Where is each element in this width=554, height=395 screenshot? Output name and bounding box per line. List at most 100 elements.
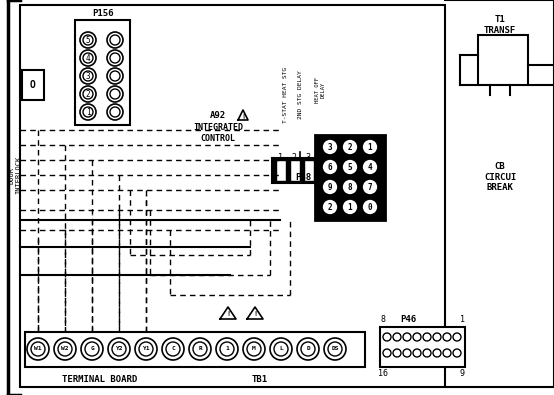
Circle shape [80, 86, 96, 102]
Text: 2ND STG DELAY: 2ND STG DELAY [297, 71, 302, 119]
Text: 1: 1 [368, 143, 372, 152]
Bar [75, 20, 130, 125]
Circle shape [81, 338, 103, 360]
Circle shape [83, 53, 93, 63]
Text: 16: 16 [378, 369, 388, 378]
Circle shape [80, 104, 96, 120]
Circle shape [216, 338, 238, 360]
Text: 2: 2 [291, 152, 296, 162]
Text: DOOR
INTERLOCK: DOOR INTERLOCK [8, 156, 22, 194]
Circle shape [301, 342, 315, 356]
Bar [380, 327, 465, 367]
Circle shape [433, 349, 441, 357]
Circle shape [31, 342, 45, 356]
Text: !: ! [241, 114, 245, 120]
Text: 1: 1 [459, 316, 464, 325]
Text: W2: W2 [61, 346, 69, 352]
Text: 9: 9 [327, 182, 332, 192]
Circle shape [107, 50, 123, 66]
Text: 8: 8 [348, 182, 352, 192]
Text: !: ! [226, 311, 230, 317]
Circle shape [162, 338, 184, 360]
Circle shape [322, 159, 338, 175]
Text: D: D [306, 346, 310, 352]
Bar [272, 158, 332, 183]
Text: INTEGRATED
CONTROL: INTEGRATED CONTROL [193, 123, 243, 143]
Circle shape [393, 349, 401, 357]
Text: 7: 7 [368, 182, 372, 192]
Text: 1: 1 [86, 107, 90, 117]
Circle shape [110, 71, 120, 81]
Text: 5: 5 [348, 162, 352, 171]
Circle shape [243, 338, 265, 360]
Polygon shape [220, 307, 236, 319]
Circle shape [112, 342, 126, 356]
Bar [315, 135, 385, 220]
Polygon shape [247, 307, 263, 319]
Text: 9: 9 [459, 369, 464, 378]
Circle shape [107, 104, 123, 120]
Circle shape [85, 342, 99, 356]
Text: 4: 4 [86, 53, 90, 62]
Text: P46: P46 [400, 316, 416, 325]
Circle shape [383, 333, 391, 341]
Circle shape [274, 342, 288, 356]
Circle shape [342, 199, 358, 215]
Text: 3: 3 [327, 143, 332, 152]
Circle shape [107, 86, 123, 102]
Text: 2: 2 [86, 90, 90, 98]
Text: 5: 5 [86, 36, 90, 45]
Circle shape [83, 89, 93, 99]
Circle shape [189, 338, 211, 360]
Circle shape [107, 68, 123, 84]
Circle shape [107, 32, 123, 48]
Circle shape [453, 349, 461, 357]
Text: DS: DS [331, 346, 338, 352]
Circle shape [193, 342, 207, 356]
Text: TB1: TB1 [252, 374, 268, 384]
Circle shape [139, 342, 153, 356]
Text: 2: 2 [348, 143, 352, 152]
Circle shape [322, 199, 338, 215]
Bar [290, 160, 300, 181]
Text: 0: 0 [368, 203, 372, 211]
Circle shape [423, 349, 431, 357]
Circle shape [393, 333, 401, 341]
Circle shape [342, 139, 358, 155]
Circle shape [110, 53, 120, 63]
Bar [25, 332, 365, 367]
Text: G: G [90, 346, 94, 352]
Text: O: O [30, 80, 36, 90]
Text: 3: 3 [86, 71, 90, 81]
Bar [304, 160, 314, 181]
Bar [20, 5, 445, 387]
Circle shape [342, 159, 358, 175]
Text: P58: P58 [295, 173, 311, 181]
Text: L: L [279, 346, 283, 352]
Circle shape [403, 333, 411, 341]
Text: TERMINAL BOARD: TERMINAL BOARD [63, 374, 137, 384]
Circle shape [362, 179, 378, 195]
Circle shape [27, 338, 49, 360]
Circle shape [166, 342, 180, 356]
Circle shape [322, 179, 338, 195]
Circle shape [453, 333, 461, 341]
Circle shape [54, 338, 76, 360]
Circle shape [362, 139, 378, 155]
Circle shape [110, 35, 120, 45]
Circle shape [413, 333, 421, 341]
Text: C: C [171, 346, 175, 352]
Circle shape [297, 338, 319, 360]
Text: HEAT OFF
DELAY: HEAT OFF DELAY [315, 77, 325, 103]
Text: R: R [198, 346, 202, 352]
Circle shape [80, 50, 96, 66]
Text: T1
TRANSF: T1 TRANSF [484, 15, 516, 35]
Text: 2: 2 [327, 203, 332, 211]
Text: 4: 4 [320, 152, 325, 162]
Circle shape [135, 338, 157, 360]
Circle shape [403, 349, 411, 357]
Text: 4: 4 [368, 162, 372, 171]
Circle shape [270, 338, 292, 360]
Circle shape [83, 35, 93, 45]
Circle shape [80, 32, 96, 48]
